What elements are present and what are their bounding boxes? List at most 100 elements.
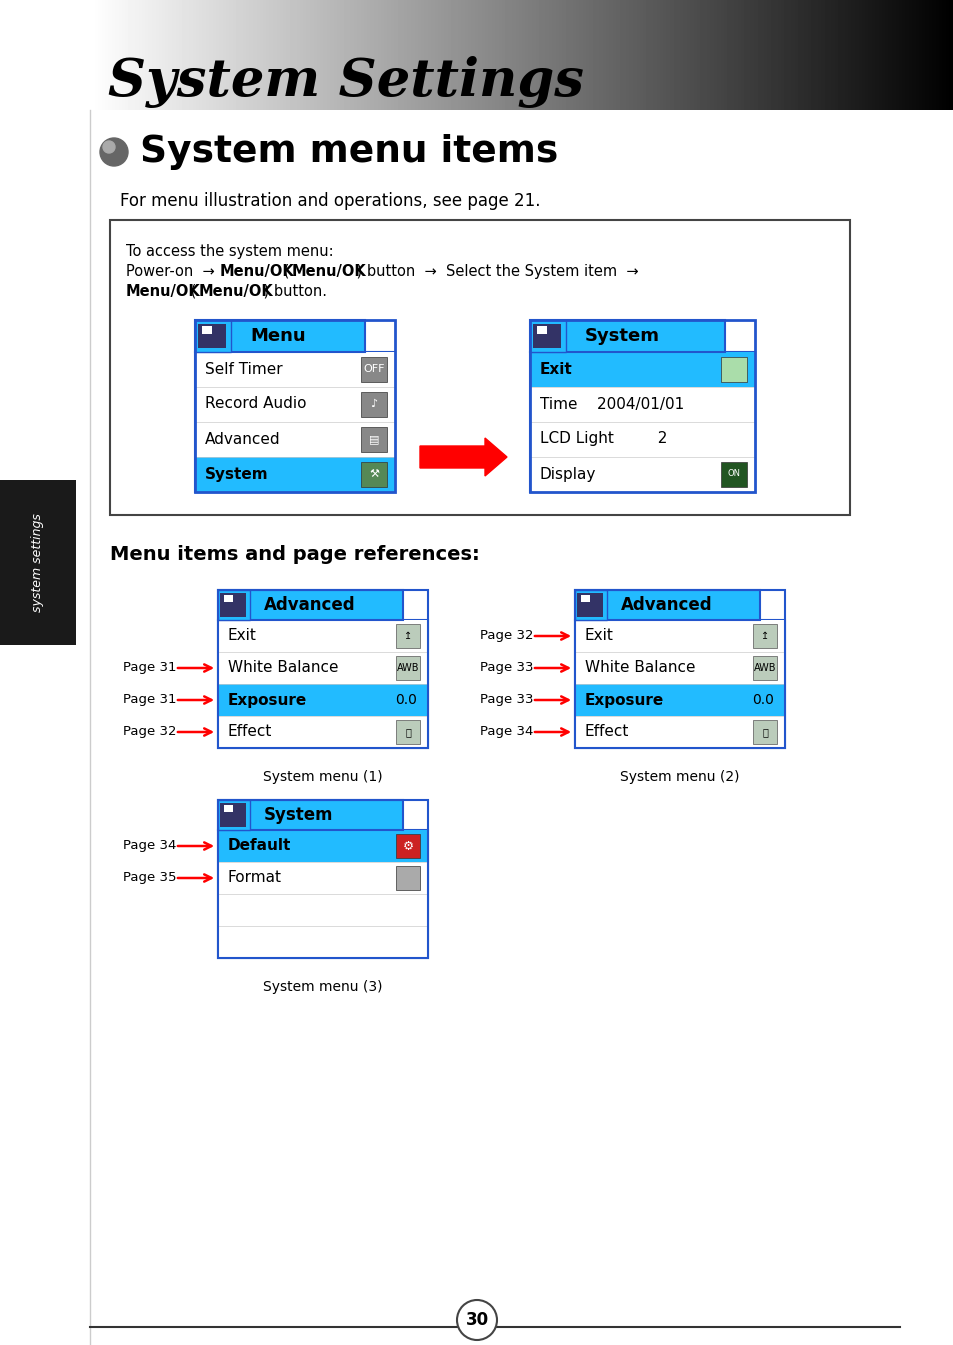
Bar (218, 590, 402, 620)
Text: Advanced: Advanced (620, 596, 712, 615)
Text: Self Timer: Self Timer (205, 362, 282, 377)
Text: ↥: ↥ (403, 631, 412, 642)
Bar (530, 352, 754, 492)
Text: System menu (1): System menu (1) (263, 769, 382, 784)
Text: 0.0: 0.0 (395, 693, 416, 707)
Text: OFF: OFF (363, 364, 384, 374)
Bar (194, 352, 395, 387)
Bar (198, 324, 226, 348)
Bar (360, 461, 387, 487)
Bar (395, 656, 419, 681)
Text: (: ( (186, 284, 201, 299)
Text: 🖼: 🖼 (761, 728, 767, 737)
Bar (218, 620, 428, 748)
Bar (530, 320, 724, 352)
Bar (218, 590, 250, 620)
Text: Page 35: Page 35 (123, 872, 176, 885)
Bar (575, 590, 606, 620)
Text: White Balance: White Balance (584, 660, 695, 675)
Text: White Balance: White Balance (228, 660, 338, 675)
Bar (0, 110, 90, 1345)
Text: Exposure: Exposure (228, 693, 307, 707)
Bar (224, 594, 233, 603)
Bar (720, 356, 746, 382)
Bar (752, 656, 776, 681)
Text: System: System (264, 806, 334, 824)
Bar (395, 720, 419, 744)
Text: Advanced: Advanced (205, 432, 280, 447)
Text: Exit: Exit (584, 628, 613, 643)
Text: Exit: Exit (228, 628, 256, 643)
Text: Page 31: Page 31 (123, 662, 176, 674)
Bar (202, 325, 212, 334)
Bar (575, 652, 784, 685)
Text: Page 34: Page 34 (123, 839, 176, 853)
Bar (218, 685, 428, 716)
Text: For menu illustration and operations, see page 21.: For menu illustration and operations, se… (120, 192, 540, 210)
Text: Advanced: Advanced (264, 596, 355, 615)
Bar (220, 593, 246, 617)
Bar (220, 803, 246, 827)
Text: Menu/OK: Menu/OK (292, 264, 366, 278)
Text: ↥: ↥ (760, 631, 768, 642)
Bar (530, 352, 754, 387)
Text: System menu items: System menu items (140, 134, 558, 169)
Text: Page 32: Page 32 (123, 725, 176, 738)
Bar (752, 624, 776, 648)
Bar (360, 391, 387, 417)
Text: Page 33: Page 33 (479, 694, 533, 706)
Bar (575, 716, 784, 748)
Circle shape (456, 1301, 497, 1340)
Text: Page 33: Page 33 (479, 662, 533, 674)
Bar (360, 426, 387, 452)
Text: Page 31: Page 31 (123, 694, 176, 706)
Text: Effect: Effect (584, 725, 629, 740)
Bar (194, 457, 395, 492)
Bar (575, 590, 760, 620)
Text: Format: Format (228, 870, 282, 885)
Text: Menu/OK: Menu/OK (220, 264, 294, 278)
Bar (218, 862, 428, 894)
Text: Default: Default (228, 838, 291, 854)
Bar (575, 590, 784, 748)
Bar (194, 352, 395, 492)
Text: System Settings: System Settings (108, 56, 583, 108)
Text: system settings: system settings (31, 514, 45, 612)
Text: (: ( (278, 264, 294, 278)
Text: ON: ON (727, 469, 740, 479)
Text: System menu (3): System menu (3) (263, 981, 382, 994)
Text: Page 32: Page 32 (479, 629, 533, 643)
Bar (194, 320, 365, 352)
Bar (580, 594, 589, 603)
Text: ) button.: ) button. (258, 284, 327, 299)
Bar (530, 320, 565, 352)
Bar (224, 806, 233, 812)
Bar (0, 480, 76, 646)
Bar (218, 716, 428, 748)
Bar (218, 894, 428, 925)
Text: LCD Light         2: LCD Light 2 (539, 432, 667, 447)
Text: 30: 30 (465, 1311, 488, 1329)
Text: Time    2004/01/01: Time 2004/01/01 (539, 397, 683, 412)
Bar (194, 387, 395, 422)
Bar (218, 652, 428, 685)
Text: ⚒: ⚒ (369, 469, 378, 479)
Bar (395, 834, 419, 858)
Bar (110, 221, 849, 515)
Bar (218, 620, 428, 652)
Text: Menu items and page references:: Menu items and page references: (110, 545, 479, 564)
Text: System menu (2): System menu (2) (619, 769, 739, 784)
Bar (194, 320, 231, 352)
Bar (720, 461, 746, 487)
Bar (530, 457, 754, 492)
Bar (533, 324, 560, 348)
Bar (218, 830, 428, 958)
Text: Power-on  →: Power-on → (126, 264, 224, 278)
Bar (218, 925, 428, 958)
Bar (218, 800, 402, 830)
Text: Record Audio: Record Audio (205, 397, 306, 412)
Circle shape (100, 139, 128, 165)
Text: Exit: Exit (539, 362, 572, 377)
Bar (575, 620, 784, 748)
Bar (577, 593, 602, 617)
